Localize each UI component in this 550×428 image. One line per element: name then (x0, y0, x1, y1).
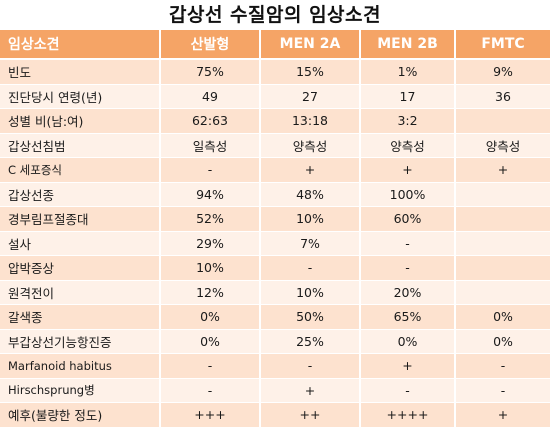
table-cell: 27 (260, 84, 361, 109)
table-cell: + (360, 353, 456, 379)
table-cell: 62:63 (160, 108, 261, 134)
table-cell: 20% (360, 280, 456, 305)
row-label: 갑상선침범 (0, 133, 161, 158)
table-row: 설사 29% 7% - (0, 231, 550, 256)
table-cell: - (260, 353, 361, 379)
row-label: Marfanoid habitus (0, 353, 161, 379)
table-cell: 75% (160, 59, 261, 85)
table-cell: 15% (260, 59, 361, 85)
row-label: 경부림프절종대 (0, 206, 161, 232)
row-label: 갈색종 (0, 304, 161, 330)
table-row: 진단당시 연령(년) 49 27 17 36 (0, 84, 550, 109)
column-header-sporadic: 산발형 (160, 30, 261, 60)
row-label: 압박증상 (0, 255, 161, 281)
table-cell: 7% (260, 231, 361, 256)
table-cell: +++ (160, 402, 261, 428)
table-cell: 0% (160, 329, 261, 354)
table-row: 예후(불량한 정도) +++ ++ ++++ + (0, 402, 550, 428)
row-label: 갑상선종 (0, 182, 161, 207)
table-cell: - (455, 378, 550, 403)
row-label: C 세포증식 (0, 157, 161, 183)
clinical-findings-table: 임상소견 산발형 MEN 2A MEN 2B FMTC 빈도 75% 15% 1% 9%… (0, 30, 550, 428)
table-row: 경부림프절종대 52% 10% 60% (0, 206, 550, 232)
table-cell: - (360, 378, 456, 403)
table-cell: - (455, 353, 550, 379)
table-row: 압박증상 10% - - (0, 255, 550, 281)
table-cell: 100% (360, 182, 456, 207)
table-cell: 36 (455, 84, 550, 109)
table-body: 빈도 75% 15% 1% 9% 진단당시 연령(년) 49 27 17 36 성별 비(남:여) 6… (0, 59, 550, 428)
table-row: 부갑상선기능항진증 0% 25% 0% 0% (0, 329, 550, 354)
table-cell: 양측성 (260, 133, 361, 158)
table-cell: ++ (260, 402, 361, 428)
table-cell: 65% (360, 304, 456, 330)
table-cell: + (455, 402, 550, 428)
row-label: 설사 (0, 231, 161, 256)
table-cell: + (260, 378, 361, 403)
table-cell: - (160, 378, 261, 403)
table-row: 빈도 75% 15% 1% 9% (0, 59, 550, 85)
table-cell: 52% (160, 206, 261, 232)
table-cell: 94% (160, 182, 261, 207)
table-cell: - (160, 157, 261, 183)
table-cell (455, 182, 550, 207)
column-header-men2a: MEN 2A (260, 30, 361, 60)
table-cell: 일측성 (160, 133, 261, 158)
table-row: 갈색종 0% 50% 65% 0% (0, 304, 550, 330)
row-label: 성별 비(남:여) (0, 108, 161, 134)
table-cell: 49 (160, 84, 261, 109)
table-cell: 3:2 (360, 108, 456, 134)
table-cell: 0% (455, 304, 550, 330)
table-cell: 17 (360, 84, 456, 109)
table-cell: 1% (360, 59, 456, 85)
table-row: 성별 비(남:여) 62:63 13:18 3:2 (0, 108, 550, 134)
table-row: 갑상선종 94% 48% 100% (0, 182, 550, 207)
table-cell (455, 280, 550, 305)
table-cell: 13:18 (260, 108, 361, 134)
table-cell: 50% (260, 304, 361, 330)
table-cell: 25% (260, 329, 361, 354)
table-cell (455, 255, 550, 281)
table-cell: 10% (260, 280, 361, 305)
table-cell: - (360, 255, 456, 281)
table-cell: + (455, 157, 550, 183)
table-cell (455, 231, 550, 256)
table-row: 원격전이 12% 10% 20% (0, 280, 550, 305)
table-cell: 9% (455, 59, 550, 85)
table-cell: 양측성 (360, 133, 456, 158)
table-cell: 0% (360, 329, 456, 354)
row-label: 부갑상선기능항진증 (0, 329, 161, 354)
table-row: Marfanoid habitus - - + - (0, 353, 550, 379)
table-cell (455, 206, 550, 232)
column-header-fmtc: FMTC (455, 30, 550, 60)
table-row: C 세포증식 - + + + (0, 157, 550, 183)
table-cell: 10% (160, 255, 261, 281)
row-label: 빈도 (0, 59, 161, 85)
table-cell: 29% (160, 231, 261, 256)
column-header-men2b: MEN 2B (360, 30, 456, 60)
table-cell: ++++ (360, 402, 456, 428)
page-title: 갑상선 수질암의 임상소견 (168, 4, 381, 26)
row-label: 원격전이 (0, 280, 161, 305)
table-row: Hirschsprung병 - + - - (0, 378, 550, 403)
row-label: Hirschsprung병 (0, 378, 161, 403)
table-cell: 0% (160, 304, 261, 330)
table-cell: 10% (260, 206, 361, 232)
table-header-row: 임상소견 산발형 MEN 2A MEN 2B FMTC (0, 30, 550, 60)
row-label: 예후(불량한 정도) (0, 402, 161, 428)
table-cell: 60% (360, 206, 456, 232)
table-cell: - (160, 353, 261, 379)
table-cell: + (360, 157, 456, 183)
table-cell: 양측성 (455, 133, 550, 158)
table-cell: 0% (455, 329, 550, 354)
table-cell: 48% (260, 182, 361, 207)
table-cell: + (260, 157, 361, 183)
row-label: 진단당시 연령(년) (0, 84, 161, 109)
table-cell: 12% (160, 280, 261, 305)
table-cell (455, 108, 550, 134)
table-cell: - (260, 255, 361, 281)
table-row: 갑상선침범 일측성 양측성 양측성 양측성 (0, 133, 550, 158)
column-header-findings: 임상소견 (0, 30, 161, 60)
table-cell: - (360, 231, 456, 256)
